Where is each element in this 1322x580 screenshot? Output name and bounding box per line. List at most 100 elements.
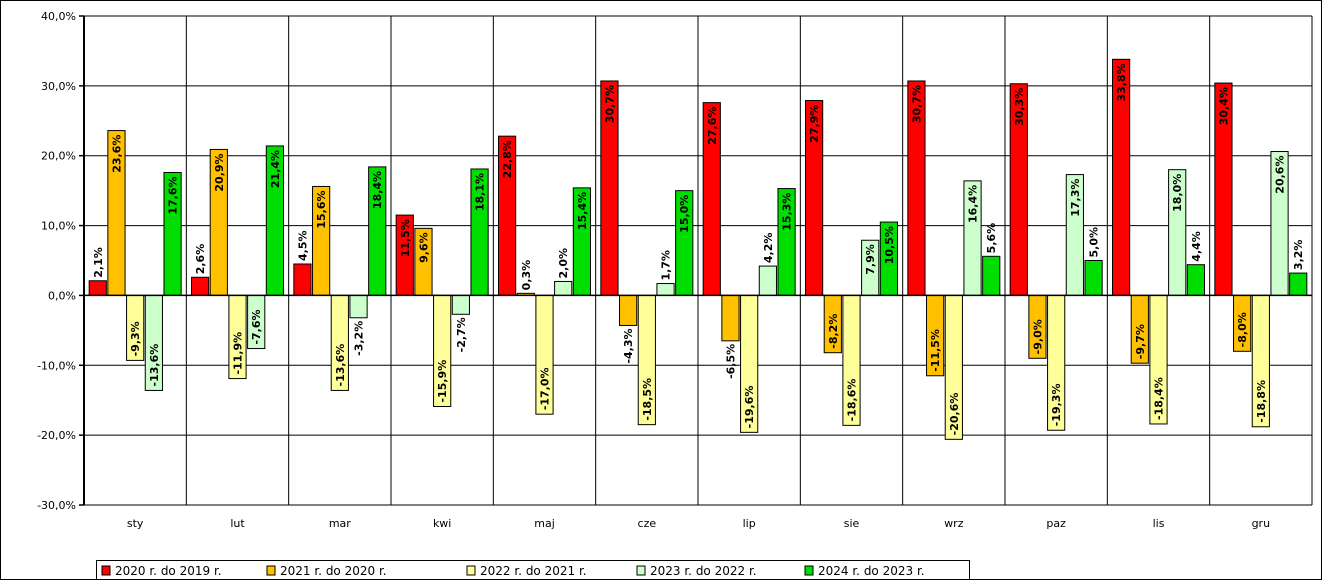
bar bbox=[1084, 260, 1103, 296]
bar bbox=[758, 265, 777, 296]
data-label: 15,3% bbox=[781, 193, 794, 231]
data-label: -4,3% bbox=[622, 328, 635, 363]
legend-swatch bbox=[804, 565, 814, 576]
data-label: 5,6% bbox=[985, 223, 998, 254]
y-tick-label: 0,0% bbox=[48, 289, 76, 302]
data-label: -13,6% bbox=[334, 344, 347, 387]
x-tick-label: kwi bbox=[433, 517, 451, 530]
data-label: 10,5% bbox=[883, 226, 896, 264]
bar bbox=[349, 294, 368, 319]
bar bbox=[619, 294, 638, 326]
data-label: 30,4% bbox=[1217, 87, 1230, 125]
data-label: -20,6% bbox=[948, 393, 961, 436]
data-label: 1,7% bbox=[660, 250, 673, 281]
data-label: 20,6% bbox=[1274, 156, 1287, 194]
x-tick-label: cze bbox=[638, 517, 657, 530]
data-label: 17,3% bbox=[1069, 179, 1082, 217]
bar bbox=[982, 255, 1001, 296]
data-label: -11,5% bbox=[929, 329, 942, 372]
data-label: -13,6% bbox=[148, 344, 161, 387]
data-label: -2,7% bbox=[455, 317, 468, 352]
x-tick-label: wrz bbox=[944, 517, 964, 530]
data-label: 30,3% bbox=[1013, 88, 1026, 126]
legend-label: 2020 r. do 2019 r. bbox=[115, 564, 222, 578]
x-tick-label: sty bbox=[127, 517, 144, 530]
data-label: 18,1% bbox=[474, 173, 487, 211]
y-tick-label: 10,0% bbox=[41, 220, 76, 233]
x-tick-label: paz bbox=[1046, 517, 1066, 530]
data-label: -8,0% bbox=[1236, 312, 1249, 347]
data-label: 15,4% bbox=[576, 192, 589, 230]
legend-swatch bbox=[266, 565, 276, 576]
data-label: 27,6% bbox=[706, 107, 719, 145]
x-tick-label: lut bbox=[230, 517, 245, 530]
data-label: -19,3% bbox=[1050, 384, 1063, 427]
x-tick-label: lis bbox=[1153, 517, 1165, 530]
gridlines bbox=[84, 15, 1313, 506]
data-label: -19,6% bbox=[743, 386, 756, 429]
legend-swatch bbox=[466, 565, 476, 576]
legend-swatch bbox=[636, 565, 646, 576]
data-label: 30,7% bbox=[603, 85, 616, 123]
data-label: -9,0% bbox=[1031, 319, 1044, 354]
data-label: 18,0% bbox=[1171, 174, 1184, 212]
data-label: 22,8% bbox=[501, 140, 514, 178]
data-label: -7,6% bbox=[250, 309, 263, 344]
data-label: 7,9% bbox=[864, 244, 877, 275]
x-tick-label: mar bbox=[329, 517, 351, 530]
x-tick-label: maj bbox=[534, 517, 555, 530]
bar bbox=[88, 280, 107, 296]
legend-swatch bbox=[101, 565, 111, 576]
data-label: 2,6% bbox=[194, 244, 207, 275]
bars bbox=[88, 58, 1308, 440]
data-label: 4,5% bbox=[296, 230, 309, 261]
legend-label: 2022 r. do 2021 r. bbox=[480, 564, 587, 578]
bar bbox=[721, 294, 740, 342]
data-label: 17,6% bbox=[167, 176, 180, 214]
data-label: 21,4% bbox=[269, 150, 282, 188]
data-label: -3,2% bbox=[353, 321, 366, 356]
legend-label: 2021 r. do 2020 r. bbox=[280, 564, 387, 578]
data-label: 2,0% bbox=[557, 248, 570, 279]
y-tick-label: -30,0% bbox=[37, 499, 76, 512]
data-label: -8,2% bbox=[827, 314, 840, 349]
data-label: -17,0% bbox=[539, 367, 552, 410]
data-label: 4,2% bbox=[762, 233, 775, 264]
data-label: 15,0% bbox=[678, 195, 691, 233]
data-label: 9,6% bbox=[417, 232, 430, 263]
data-label: 3,2% bbox=[1292, 240, 1305, 271]
data-label: 15,6% bbox=[315, 190, 328, 228]
legend: 2020 r. do 2019 r. 2021 r. do 2020 r. 2022… bbox=[96, 560, 970, 580]
data-label: 33,8% bbox=[1115, 63, 1128, 101]
data-label: 20,9% bbox=[213, 153, 226, 191]
data-label: -9,7% bbox=[1134, 324, 1147, 359]
data-label: 0,3% bbox=[520, 260, 533, 291]
data-label: -15,9% bbox=[436, 360, 449, 403]
data-label: -11,9% bbox=[232, 332, 245, 375]
bar bbox=[191, 276, 210, 296]
y-tick-label: 40,0% bbox=[41, 10, 76, 23]
data-label: 16,4% bbox=[967, 185, 980, 223]
y-tick-label: -20,0% bbox=[37, 429, 76, 442]
x-tick-label: gru bbox=[1252, 517, 1270, 530]
bar bbox=[554, 280, 573, 296]
data-labels: 2,1% 2,6% 4,5% 11,5% 22,8% 30,7% 27,6% 27,9% 30,… bbox=[92, 63, 1305, 435]
data-label: 27,9% bbox=[808, 105, 821, 143]
data-label: 23,6% bbox=[110, 135, 123, 173]
x-tick-label: sie bbox=[844, 517, 860, 530]
data-label: 30,7% bbox=[910, 85, 923, 123]
data-label: -18,4% bbox=[1153, 377, 1166, 420]
data-label: 2,1% bbox=[92, 247, 105, 278]
x-tick-label: lip bbox=[743, 517, 756, 530]
axes: -30,0% -20,0% -10,0% 0,0% 10,0% 20,0% 30,0% 40,… bbox=[37, 10, 1312, 530]
data-label: 5,0% bbox=[1088, 227, 1101, 258]
data-label: -9,3% bbox=[129, 321, 142, 356]
data-label: 11,5% bbox=[399, 219, 412, 257]
data-label: 4,4% bbox=[1190, 231, 1203, 262]
bar bbox=[1186, 264, 1206, 296]
legend-label: 2024 r. do 2023 r. bbox=[818, 564, 925, 578]
bar bbox=[451, 294, 470, 315]
data-label: 18,4% bbox=[371, 171, 384, 209]
y-tick-label: 20,0% bbox=[41, 150, 76, 163]
